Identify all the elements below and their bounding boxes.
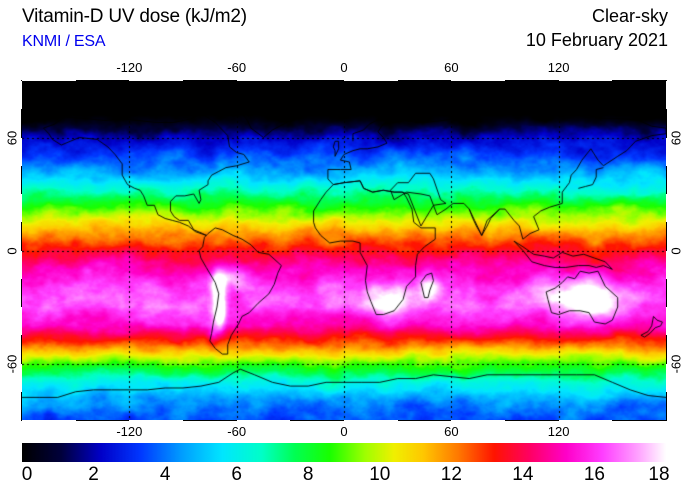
- colorbar-tick-label: 14: [512, 464, 534, 485]
- colorbar-tick-label: 0: [21, 464, 33, 485]
- longitude-tick-label: 0: [340, 424, 348, 439]
- uv-dose-heatmap: [22, 81, 666, 420]
- latitude-tick-label: 60: [4, 130, 20, 145]
- longitude-tick-label: -60: [227, 60, 247, 75]
- longitude-tick-label: 0: [340, 60, 348, 75]
- colorbar: [22, 443, 666, 462]
- colorbar-tick-label: 2: [88, 464, 99, 485]
- map-plot-area: [22, 81, 666, 420]
- longitude-tick-label: 60: [444, 60, 459, 75]
- left-axis-ticks: [18, 81, 22, 420]
- colorbar-tick-label: 10: [369, 464, 391, 485]
- longitude-tick-label: -120: [116, 60, 143, 75]
- longitude-tick-label: 60: [444, 424, 459, 439]
- longitude-tick-label: 120: [547, 60, 570, 75]
- colorbar-tick-label: 18: [648, 464, 670, 485]
- agency-credit: KNMI / ESA: [22, 33, 106, 50]
- colorbar-tick-label: 6: [231, 464, 242, 485]
- page-title: Vitamin-D UV dose (kJ/m2): [22, 6, 247, 27]
- latitude-tick-label: 0: [668, 246, 684, 255]
- latitude-tick-label: -60: [668, 354, 684, 373]
- colorbar-tick-label: 4: [159, 464, 171, 485]
- latitude-tick-label: 60: [668, 130, 684, 145]
- longitude-tick-label: -60: [227, 424, 247, 439]
- latitude-tick-label: -60: [4, 354, 20, 373]
- colorbar-tick-labels: 0 2 4 6 8 10 12 14 16 18: [0, 464, 688, 488]
- longitude-tick-label: 120: [547, 424, 570, 439]
- top-axis-ticks: [22, 77, 666, 81]
- sky-condition-label: Clear-sky: [591, 6, 668, 26]
- colorbar-tick-label: 8: [302, 464, 314, 485]
- colorbar-tick-label: 12: [440, 464, 462, 485]
- latitude-tick-label: 0: [4, 246, 20, 255]
- right-axis-ticks: [666, 81, 670, 420]
- bottom-axis-ticks: [22, 420, 666, 424]
- longitude-tick-label: -120: [116, 424, 143, 439]
- date-label: 10 February 2021: [525, 30, 668, 50]
- colorbar-tick-label: 16: [583, 464, 606, 485]
